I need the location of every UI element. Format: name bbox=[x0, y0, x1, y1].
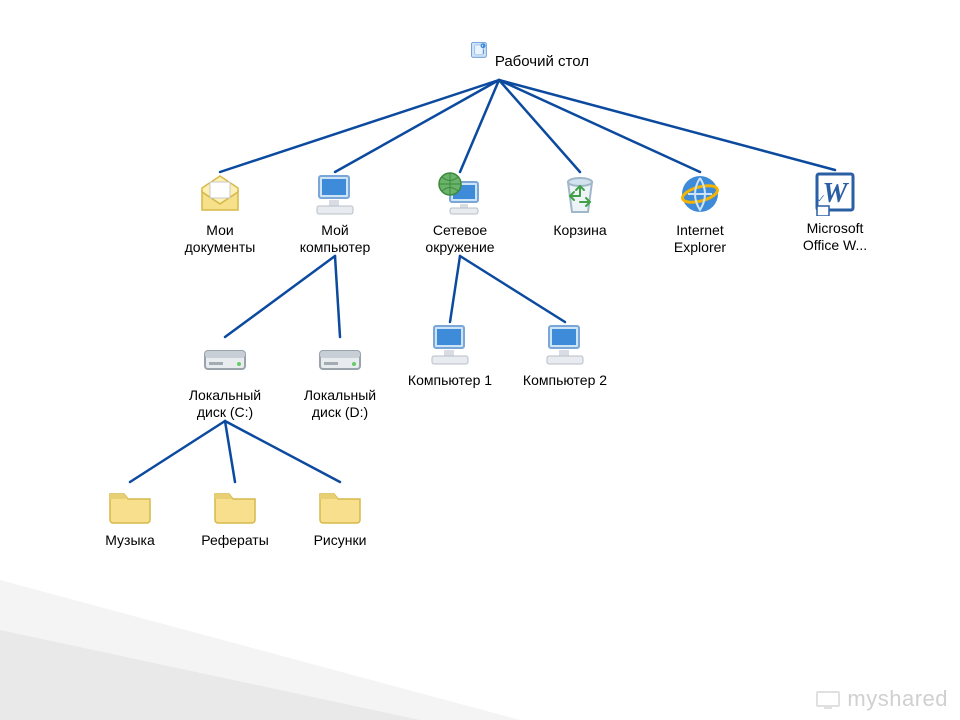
node-pc2: Компьютер 2 bbox=[505, 320, 625, 389]
monitor-icon bbox=[311, 170, 359, 218]
ie-icon bbox=[676, 170, 724, 218]
watermark-text: myshared bbox=[847, 686, 948, 712]
node-root: Рабочий стол bbox=[469, 40, 589, 84]
node-reports: Рефераты bbox=[175, 480, 295, 549]
node-recycle: Корзина bbox=[520, 170, 640, 239]
node-label: Сетевое окружение bbox=[400, 222, 520, 256]
node-label: Локальный диск (C:) bbox=[165, 387, 285, 421]
node-diskD: Локальный диск (D:) bbox=[280, 335, 400, 421]
monitor-icon bbox=[541, 320, 589, 368]
node-label: Локальный диск (D:) bbox=[280, 387, 400, 421]
node-diskC: Локальный диск (C:) bbox=[165, 335, 285, 421]
watermark: myshared bbox=[815, 686, 948, 712]
node-pc1: Компьютер 1 bbox=[390, 320, 510, 389]
node-label: Мои документы bbox=[160, 222, 280, 256]
folder-icon bbox=[211, 480, 259, 528]
node-label: Корзина bbox=[520, 222, 640, 239]
node-label: Компьютер 1 bbox=[390, 372, 510, 389]
folder-icon bbox=[106, 480, 154, 528]
svg-text:W: W bbox=[823, 178, 850, 209]
word-icon: W bbox=[811, 168, 859, 216]
desktop-icon bbox=[469, 40, 489, 84]
recycle-icon bbox=[556, 170, 604, 218]
drive-icon bbox=[316, 335, 364, 383]
decorative-wedge bbox=[0, 630, 420, 720]
node-label: Microsoft Office W... bbox=[775, 220, 895, 254]
monitor-icon bbox=[426, 320, 474, 368]
node-label: Рефераты bbox=[175, 532, 295, 549]
folder-icon bbox=[316, 480, 364, 528]
node-mycomputer: Мой компьютер bbox=[275, 170, 395, 256]
watermark-icon bbox=[815, 688, 841, 710]
node-docs: Мои документы bbox=[160, 170, 280, 256]
diagram-stage: Рабочий стол Мои документы Мой компьютер… bbox=[0, 0, 960, 720]
node-word: W Microsoft Office W... bbox=[775, 168, 895, 254]
node-music: Музыка bbox=[70, 480, 190, 549]
node-label: Музыка bbox=[70, 532, 190, 549]
node-label: Мой компьютер bbox=[275, 222, 395, 256]
envelope-icon bbox=[196, 170, 244, 218]
node-label: Internet Explorer bbox=[640, 222, 760, 256]
node-pictures: Рисунки bbox=[280, 480, 400, 549]
node-label: Компьютер 2 bbox=[505, 372, 625, 389]
globe-monitor-icon bbox=[436, 170, 484, 218]
drive-icon bbox=[201, 335, 249, 383]
node-network: Сетевое окружение bbox=[400, 170, 520, 256]
node-label: Рисунки bbox=[280, 532, 400, 549]
node-label: Рабочий стол bbox=[495, 53, 589, 71]
node-ie: Internet Explorer bbox=[640, 170, 760, 256]
